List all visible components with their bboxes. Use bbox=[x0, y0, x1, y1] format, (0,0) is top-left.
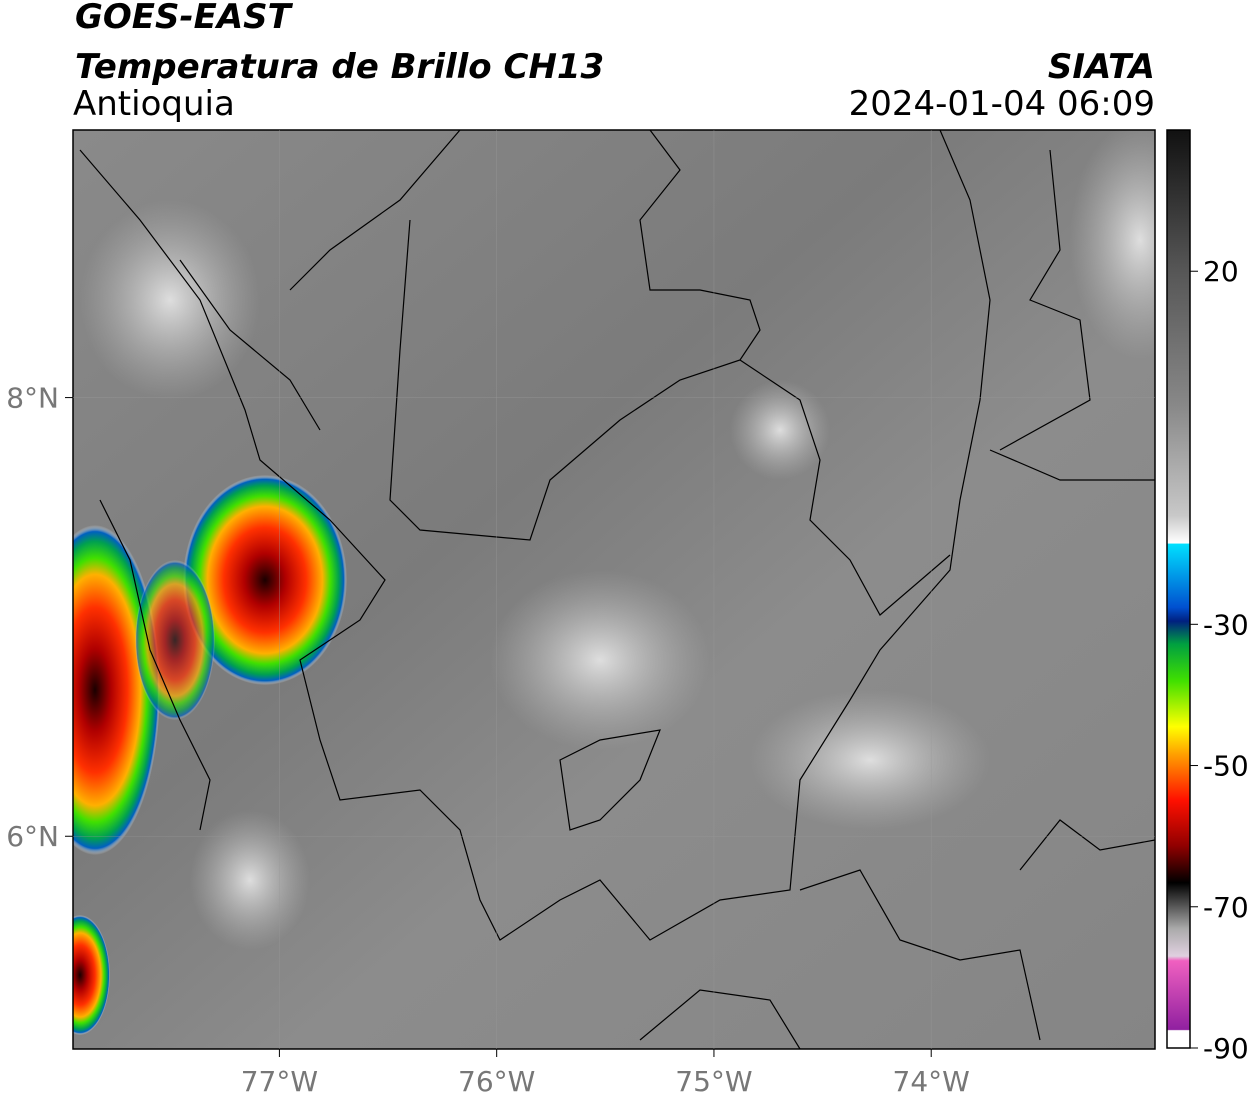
y-tick-label: 6°N bbox=[6, 820, 59, 853]
source: SIATA bbox=[1048, 47, 1155, 87]
map-image bbox=[73, 130, 1155, 1049]
colorbar-tick-label: -50 bbox=[1203, 750, 1249, 783]
region: Antioquia bbox=[73, 84, 235, 124]
x-tick-label: 74°W bbox=[893, 1065, 970, 1098]
x-tick-label: 77°W bbox=[241, 1065, 318, 1098]
colorbar-tick-label: 20 bbox=[1203, 255, 1239, 288]
y-tick-label: 8°N bbox=[6, 382, 59, 415]
title: GOES-EAST bbox=[75, 0, 294, 37]
subtitle: Temperatura de Brillo CH13 bbox=[75, 47, 604, 87]
colorbar-tick-label: -70 bbox=[1203, 891, 1249, 924]
colorbar-tick-label: -30 bbox=[1203, 608, 1249, 641]
datetime: 2024-01-04 06:09 bbox=[849, 84, 1155, 124]
x-tick-label: 76°W bbox=[458, 1065, 535, 1098]
map-frame bbox=[72, 129, 1156, 1050]
x-tick-label: 75°W bbox=[675, 1065, 752, 1098]
colorbar bbox=[1166, 129, 1191, 1049]
colorbar-tick-label: -90 bbox=[1203, 1032, 1249, 1065]
